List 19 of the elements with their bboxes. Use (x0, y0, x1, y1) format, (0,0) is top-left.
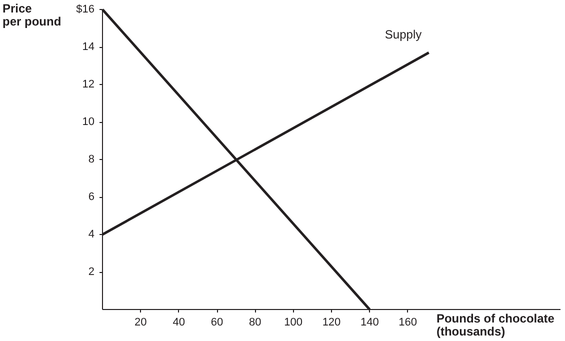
x-tick-label: 160 (398, 316, 418, 328)
y-tick-label: 10 (82, 116, 95, 128)
x-axis-title: Pounds of chocolate (thousands) (436, 312, 555, 338)
x-tick-label: 20 (134, 316, 147, 328)
y-tick-label: 12 (82, 78, 95, 90)
x-tick-label: 120 (322, 316, 341, 328)
x-tick-label: 80 (249, 316, 262, 328)
series-label: Supply (384, 27, 422, 42)
y-tick-label: 6 (88, 191, 95, 203)
x-tick-label: 60 (210, 316, 224, 328)
y-tick-label: 8 (88, 154, 95, 166)
y-tick-label: 14 (82, 41, 95, 53)
y-tick-label: 2 (88, 266, 95, 278)
x-tick-label: 100 (284, 316, 303, 328)
y-tick-label: $16 (76, 4, 95, 16)
y-tick-label: 4 (88, 228, 95, 240)
x-tick-label: 40 (172, 316, 185, 328)
x-tick-label: 140 (360, 316, 379, 328)
y-axis-title: Price per pound (2, 1, 62, 28)
